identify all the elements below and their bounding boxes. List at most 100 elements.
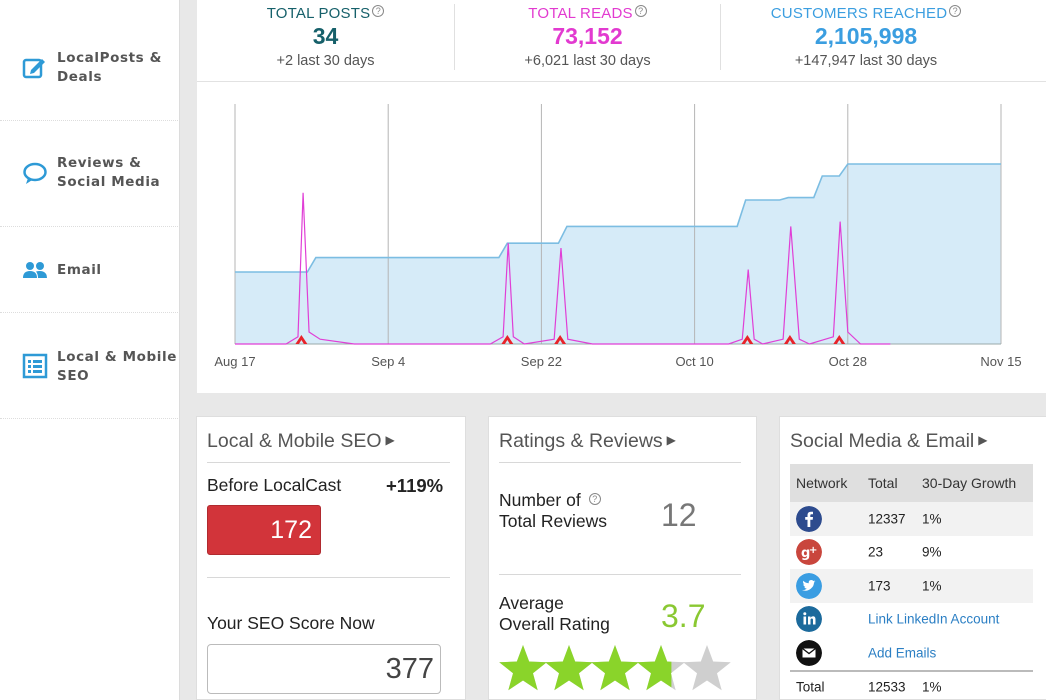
card-title-ratings[interactable]: Ratings & Reviews ▶ bbox=[499, 430, 676, 452]
seo-now-label: Your SEO Score Now bbox=[207, 613, 375, 633]
list-icon bbox=[22, 353, 48, 379]
play-arrow-icon: ▶ bbox=[666, 433, 676, 447]
table-row-linkedin: Link LinkedIn Account bbox=[790, 603, 1033, 637]
link-linkedin-account-link[interactable]: Link LinkedIn Account bbox=[868, 611, 1000, 627]
stat-sub: +2 last 30 days bbox=[276, 53, 375, 69]
network-total: 23 bbox=[868, 544, 884, 560]
sidebar-item-label: SEO bbox=[57, 368, 90, 384]
table-header-row: Network Total 30-Day Growth bbox=[790, 464, 1033, 502]
total-label: Total bbox=[796, 679, 825, 695]
sidebar-item-label: Local & Mobile bbox=[57, 349, 177, 365]
seo-improvement-pct: +119% bbox=[386, 475, 444, 496]
stat-divider bbox=[720, 4, 721, 70]
stat-title: TOTAL READS bbox=[528, 5, 633, 22]
x-tick-label: Nov 15 bbox=[980, 354, 1021, 369]
stat-value: 2,105,998 bbox=[814, 23, 918, 49]
google-plus-icon: g+ bbox=[796, 539, 822, 566]
email-icon bbox=[796, 639, 822, 666]
post-marker bbox=[833, 335, 846, 344]
stat-total-reads: TOTAL READS? 73,152 +6,021 last 30 days bbox=[455, 0, 720, 82]
divider bbox=[499, 462, 741, 463]
divider bbox=[207, 462, 450, 463]
help-icon[interactable]: ? bbox=[949, 5, 962, 17]
post-marker bbox=[501, 335, 514, 344]
col-header-growth: 30-Day Growth bbox=[922, 475, 1017, 491]
social-table: Network Total 30-Day Growth 12337 1% g + … bbox=[790, 464, 1033, 700]
col-header-network: Network bbox=[796, 475, 848, 491]
users-icon bbox=[23, 262, 47, 278]
stat-value: 34 bbox=[312, 23, 339, 49]
stat-sub: +6,021 last 30 days bbox=[524, 53, 651, 69]
help-icon[interactable]: ? bbox=[588, 493, 601, 505]
speech-bubble-icon bbox=[23, 162, 47, 184]
post-marker bbox=[554, 335, 567, 344]
play-arrow-icon: ▶ bbox=[385, 433, 395, 447]
network-growth: 1% bbox=[922, 511, 942, 527]
sidebar-item-email[interactable]: Email bbox=[0, 227, 180, 313]
sidebar-item-label: Email bbox=[57, 262, 102, 278]
card-ratings-reviews: Ratings & Reviews ▶ Number of? Total Revi… bbox=[488, 416, 757, 700]
help-icon[interactable]: ? bbox=[372, 5, 385, 17]
stat-title: TOTAL POSTS bbox=[266, 5, 371, 22]
stat-divider bbox=[454, 4, 455, 70]
svg-text:+: + bbox=[809, 545, 817, 556]
x-tick-label: Oct 10 bbox=[675, 354, 713, 369]
play-arrow-icon: ▶ bbox=[978, 433, 988, 447]
before-localcast-label: Before LocalCast bbox=[207, 475, 342, 495]
post-marker bbox=[783, 335, 796, 344]
average-rating-label: Average Overall Rating bbox=[499, 593, 610, 634]
network-total: 173 bbox=[868, 578, 891, 594]
sidebar-item-reviews-social[interactable]: Reviews & Social Media bbox=[0, 121, 180, 227]
activity-chart: Aug 17 Sep 4 Sep 22 Oct 10 Oct 28 Nov 15 bbox=[197, 82, 1046, 393]
divider bbox=[207, 577, 450, 578]
post-marker bbox=[741, 335, 754, 344]
x-tick-label: Aug 17 bbox=[214, 354, 255, 369]
table-row-twitter: 173 1% bbox=[790, 569, 1033, 603]
post-marker bbox=[295, 335, 308, 344]
average-rating-value: 3.7 bbox=[661, 598, 706, 634]
sidebar-item-label: Social Media bbox=[57, 174, 161, 190]
x-tick-label: Oct 28 bbox=[829, 354, 867, 369]
network-total: 12533 bbox=[868, 679, 906, 695]
activity-chart-svg: Aug 17 Sep 4 Sep 22 Oct 10 Oct 28 Nov 15 bbox=[214, 104, 1022, 369]
network-total: 12337 bbox=[868, 511, 906, 527]
stat-title: CUSTOMERS REACHED bbox=[770, 5, 948, 22]
star-rating bbox=[499, 645, 731, 691]
stats-header: TOTAL POSTS? 34 +2 last 30 days TOTAL RE… bbox=[197, 0, 1046, 82]
x-tick-label: Sep 22 bbox=[521, 354, 562, 369]
network-growth: 9% bbox=[922, 544, 942, 560]
sidebar-item-label: Deals bbox=[57, 69, 103, 85]
stat-customers-reached: CUSTOMERS REACHED? 2,105,998 +147,947 la… bbox=[721, 0, 1011, 82]
table-row-google-plus: g + 23 9% bbox=[790, 536, 1033, 570]
seo-now-score: 377 bbox=[207, 644, 441, 694]
twitter-icon bbox=[796, 572, 822, 599]
card-social-email: Social Media & Email ▶ Network Total 30-D… bbox=[779, 416, 1046, 700]
linkedin-icon bbox=[796, 606, 822, 633]
customers-area bbox=[235, 164, 1001, 344]
svg-text:g: g bbox=[801, 546, 810, 561]
network-growth: 1% bbox=[922, 679, 942, 695]
sidebar: LocalPosts & Deals Reviews & Social Medi… bbox=[0, 0, 180, 700]
card-title-social[interactable]: Social Media & Email ▶ bbox=[790, 430, 988, 452]
divider bbox=[499, 574, 741, 575]
star-empty bbox=[683, 645, 731, 691]
sidebar-item-label: LocalPosts & bbox=[57, 50, 162, 66]
edit-post-icon bbox=[22, 58, 45, 79]
table-total-row: Total 12533 1% bbox=[790, 669, 1033, 700]
seo-before-score: 172 bbox=[207, 505, 321, 555]
customers-line bbox=[235, 163, 1001, 273]
reads-line bbox=[235, 192, 891, 345]
table-row-facebook: 12337 1% bbox=[790, 502, 1033, 536]
sidebar-item-localposts-deals[interactable]: LocalPosts & Deals bbox=[0, 0, 180, 121]
card-title-seo[interactable]: Local & Mobile SEO ▶ bbox=[207, 430, 395, 452]
facebook-icon bbox=[796, 505, 822, 532]
star-filled bbox=[637, 645, 672, 691]
card-local-mobile-seo: Local & Mobile SEO ▶ Before LocalCast +11… bbox=[196, 416, 466, 700]
total-reviews-label: Number of? Total Reviews bbox=[499, 490, 607, 531]
stat-sub: +147,947 last 30 days bbox=[794, 53, 938, 69]
stat-total-posts: TOTAL POSTS? 34 +2 last 30 days bbox=[197, 0, 454, 82]
add-emails-link[interactable]: Add Emails bbox=[868, 645, 937, 661]
sidebar-item-local-mobile-seo[interactable]: Local & Mobile SEO bbox=[0, 313, 180, 419]
x-tick-label: Sep 4 bbox=[371, 354, 405, 369]
help-icon[interactable]: ? bbox=[634, 5, 647, 17]
